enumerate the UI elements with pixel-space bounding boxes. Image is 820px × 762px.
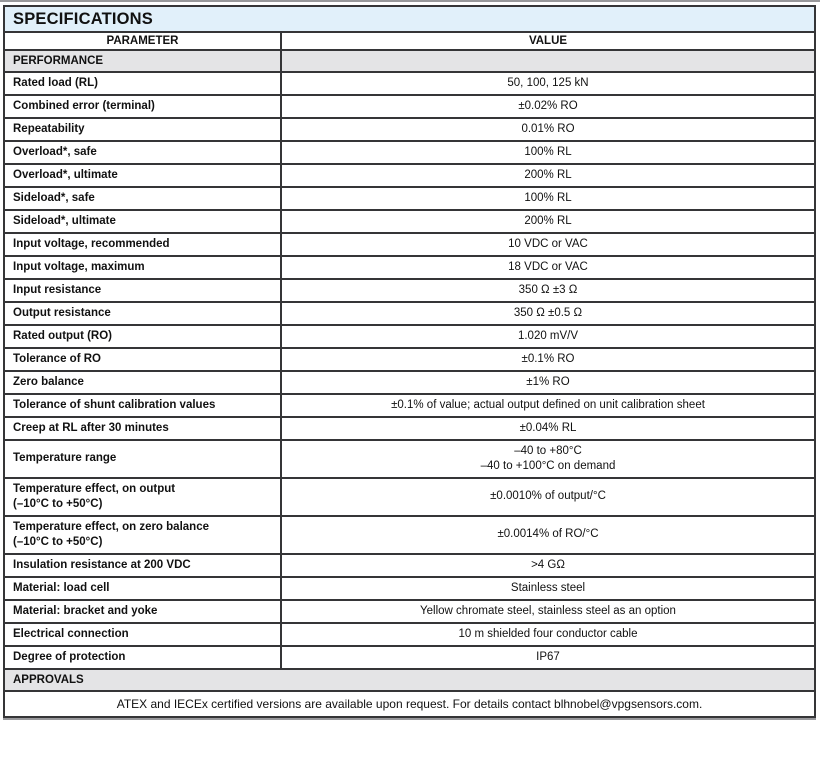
approvals-note: ATEX and IECEx certified versions are av… — [3, 689, 816, 718]
parameter-cell: Tolerance of shunt calibration values — [3, 393, 282, 418]
value-cell: Stainless steel — [280, 575, 816, 601]
parameter-cell: Temperature range — [3, 439, 282, 479]
section-title-spacer — [280, 49, 816, 73]
table-row: Insulation resistance at 200 VDC >4 GΩ — [3, 552, 816, 578]
table-row: Rated output (RO) 1.020 mV/V — [3, 324, 816, 349]
column-header-row: PARAMETER VALUE — [3, 31, 816, 51]
value-cell: 100% RL — [280, 186, 816, 211]
table-row: Input voltage, maximum 18 VDC or VAC — [3, 255, 816, 280]
table-row: Tolerance of shunt calibration values ±0.… — [3, 393, 816, 418]
value-cell: 200% RL — [280, 209, 816, 234]
parameter-cell: Overload*, ultimate — [3, 163, 282, 188]
value-cell: ±1% RO — [280, 370, 816, 395]
value-cell: >4 GΩ — [280, 552, 816, 578]
table-row: Rated load (RL) 50, 100, 125 kN — [3, 71, 816, 96]
value-cell: 10 VDC or VAC — [280, 232, 816, 257]
table-row: Zero balance ±1% RO — [3, 370, 816, 395]
parameter-cell: Insulation resistance at 200 VDC — [3, 552, 282, 578]
table-row: Repeatability 0.01% RO — [3, 117, 816, 142]
parameter-cell: Degree of protection — [3, 644, 282, 670]
value-cell: –40 to +80°C –40 to +100°C on demand — [280, 439, 816, 479]
parameter-cell: Temperature effect, on output (–10°C to +… — [3, 476, 282, 517]
value-cell: 100% RL — [280, 140, 816, 165]
parameter-cell: Output resistance — [3, 301, 282, 326]
table-row: Material: bracket and yoke Yellow chromat… — [3, 598, 816, 624]
value-cell: 18 VDC or VAC — [280, 255, 816, 280]
column-header-value: VALUE — [280, 31, 816, 51]
parameter-cell: Overload*, safe — [3, 140, 282, 165]
parameter-cell: Combined error (terminal) — [3, 94, 282, 119]
value-cell: ±0.04% RL — [280, 416, 816, 441]
table-title-row: SPECIFICATIONS — [3, 5, 816, 33]
parameter-cell: Tolerance of RO — [3, 347, 282, 372]
value-cell: 50, 100, 125 kN — [280, 71, 816, 96]
parameter-cell: Zero balance — [3, 370, 282, 395]
parameter-cell: Electrical connection — [3, 621, 282, 647]
parameter-cell: Repeatability — [3, 117, 282, 142]
page-top-rule — [0, 0, 820, 2]
parameter-cell: Creep at RL after 30 minutes — [3, 416, 282, 441]
page-title: SPECIFICATIONS — [3, 5, 816, 33]
table-row: Electrical connection 10 m shielded four … — [3, 621, 816, 647]
table-row: Sideload*, ultimate 200% RL — [3, 209, 816, 234]
parameter-cell: Input resistance — [3, 278, 282, 303]
parameter-cell: Sideload*, safe — [3, 186, 282, 211]
table-row: Temperature effect, on zero balance (–10°… — [3, 514, 816, 555]
parameter-cell: Material: bracket and yoke — [3, 598, 282, 624]
column-header-parameter: PARAMETER — [3, 31, 282, 51]
parameter-cell: Rated load (RL) — [3, 71, 282, 96]
spec-table-body: PERFORMANCE Rated load (RL) 50, 100, 125 k… — [3, 49, 816, 718]
parameter-cell: Input voltage, maximum — [3, 255, 282, 280]
table-row: Overload*, safe 100% RL — [3, 140, 816, 165]
table-row: Input resistance 350 Ω ±3 Ω — [3, 278, 816, 303]
parameter-cell: Material: load cell — [3, 575, 282, 601]
parameter-cell: Sideload*, ultimate — [3, 209, 282, 234]
value-cell: 350 Ω ±0.5 Ω — [280, 301, 816, 326]
specifications-table: SPECIFICATIONS PARAMETER VALUE PERFORMAN… — [3, 5, 816, 718]
parameter-cell: Input voltage, recommended — [3, 232, 282, 257]
table-row: Output resistance 350 Ω ±0.5 Ω — [3, 301, 816, 326]
table-row: Material: load cell Stainless steel — [3, 575, 816, 601]
table-row: Combined error (terminal) ±0.02% RO — [3, 94, 816, 119]
value-cell: 200% RL — [280, 163, 816, 188]
table-row: Sideload*, safe 100% RL — [3, 186, 816, 211]
section-title: PERFORMANCE — [3, 49, 282, 73]
value-cell: 350 Ω ±3 Ω — [280, 278, 816, 303]
table-row: Temperature effect, on output (–10°C to +… — [3, 476, 816, 517]
table-row: Temperature range –40 to +80°C –40 to +100… — [3, 439, 816, 479]
value-cell: ±0.02% RO — [280, 94, 816, 119]
note-row: ATEX and IECEx certified versions are av… — [3, 689, 816, 718]
parameter-cell: Rated output (RO) — [3, 324, 282, 349]
value-cell: ±0.0014% of RO/°C — [280, 514, 816, 555]
table-row: Tolerance of RO ±0.1% RO — [3, 347, 816, 372]
parameter-cell: Temperature effect, on zero balance (–10°… — [3, 514, 282, 555]
table-row: Degree of protection IP67 — [3, 644, 816, 670]
value-cell: 1.020 mV/V — [280, 324, 816, 349]
value-cell: Yellow chromate steel, stainless steel a… — [280, 598, 816, 624]
table-row: Input voltage, recommended 10 VDC or VAC — [3, 232, 816, 257]
value-cell: 0.01% RO — [280, 117, 816, 142]
value-cell: IP67 — [280, 644, 816, 670]
section-title: APPROVALS — [3, 667, 816, 692]
value-cell: 10 m shielded four conductor cable — [280, 621, 816, 647]
section-header-row: APPROVALS — [3, 667, 816, 692]
value-cell: ±0.1% of value; actual output defined on… — [280, 393, 816, 418]
page-bottom-rule — [3, 717, 816, 720]
value-cell: ±0.1% RO — [280, 347, 816, 372]
value-cell: ±0.0010% of output/°C — [280, 476, 816, 517]
section-header-row: PERFORMANCE — [3, 49, 816, 73]
table-row: Creep at RL after 30 minutes ±0.04% RL — [3, 416, 816, 441]
table-row: Overload*, ultimate 200% RL — [3, 163, 816, 188]
